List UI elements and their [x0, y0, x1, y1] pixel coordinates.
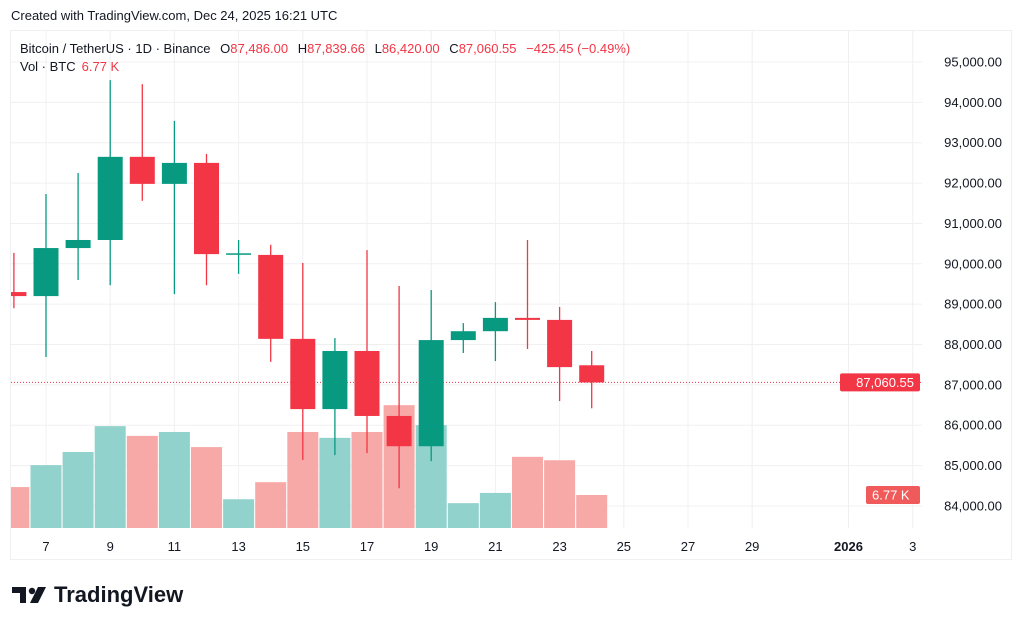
time-tick-label: 17 — [360, 539, 374, 554]
open-value: 87,486.00 — [230, 41, 289, 56]
volume-bars — [11, 405, 608, 528]
time-tick-label: 27 — [681, 539, 695, 554]
candle-body — [129, 156, 155, 184]
volume-bar — [544, 460, 576, 528]
high-value: 87,839.66 — [307, 41, 365, 56]
price-tick-label: 93,000.00 — [944, 135, 1002, 150]
volume-row: Vol · BTC 6.77 K — [20, 58, 630, 76]
time-tick-label: 23 — [552, 539, 566, 554]
time-tick-label: 29 — [745, 539, 759, 554]
volume-value: 6.77 K — [81, 59, 120, 74]
time-tick-label: 9 — [107, 539, 114, 554]
candle-body — [65, 239, 91, 249]
price-tick-label: 89,000.00 — [944, 297, 1002, 312]
time-tick-label: 7 — [42, 539, 49, 554]
volume-label: Vol · BTC — [20, 59, 76, 74]
time-tick-label: 13 — [231, 539, 245, 554]
volume-bar — [576, 495, 608, 528]
candle-body — [386, 415, 412, 447]
volume-bar — [158, 431, 190, 528]
volume-bar — [479, 492, 511, 528]
symbol-info: Bitcoin / TetherUS · 1D · Binance — [20, 41, 211, 56]
time-tick-label: 19 — [424, 539, 438, 554]
volume-bar — [447, 503, 479, 528]
time-tick-label: 25 — [617, 539, 631, 554]
logo-text: TradingView — [54, 582, 184, 607]
volume-bar — [223, 499, 255, 528]
price-tick-label: 87,000.00 — [944, 377, 1002, 392]
candle-body — [450, 331, 476, 341]
candle-body — [194, 162, 219, 255]
time-axis: 7 9 11 13 15 17 19 21 23 25 27 29 2026 3 — [42, 539, 916, 554]
last-volume-badge — [866, 486, 920, 504]
candle-body — [97, 156, 123, 240]
last-price-label: 87,060.55 — [856, 375, 914, 390]
volume-bar — [191, 447, 222, 528]
candle-body — [290, 338, 316, 410]
volume-bar — [62, 451, 94, 528]
low-value: 86,420.00 — [381, 41, 440, 56]
candle-body — [161, 162, 187, 184]
chart-legend: Bitcoin / TetherUS · 1D · Binance O87,48… — [20, 40, 630, 76]
price-tick-label: 94,000.00 — [944, 95, 1002, 110]
price-tick-label: 88,000.00 — [944, 337, 1002, 352]
price-tick-label: 91,000.00 — [944, 216, 1002, 231]
candle-body — [322, 350, 348, 410]
candle-body — [226, 253, 252, 255]
volume-bar — [255, 482, 287, 528]
close-label: C — [449, 41, 459, 56]
time-tick-label: 2026 — [834, 539, 863, 554]
candle-body — [418, 340, 444, 447]
candle-body — [354, 350, 380, 416]
price-tick-label: 95,000.00 — [944, 55, 1002, 70]
volume-bar — [512, 456, 543, 528]
volume-bar — [11, 487, 30, 528]
volume-bar — [126, 435, 158, 528]
high-label: H — [297, 41, 308, 56]
open-label: O — [220, 41, 231, 56]
change-value: −425.45 (−0.49%) — [526, 41, 631, 56]
low-label: L — [374, 41, 382, 56]
candle-body — [547, 319, 573, 368]
candle-body — [33, 248, 59, 297]
time-tick-label: 21 — [488, 539, 502, 554]
price-tick-label: 86,000.00 — [944, 418, 1002, 433]
last-price-badge — [840, 373, 920, 392]
time-tick-label: 3 — [909, 539, 916, 554]
tradingview-logo[interactable]: TradingView — [12, 582, 183, 608]
price-tick-label: 90,000.00 — [944, 256, 1002, 271]
price-axis: 95,000.00 94,000.00 93,000.00 92,000.00 91,0… — [840, 55, 1002, 513]
candle-body — [11, 292, 27, 297]
close-value: 87,060.55 — [458, 41, 517, 56]
candle-body — [579, 365, 605, 383]
created-with-credit: Created with TradingView.com, Dec 24, 20… — [11, 8, 338, 23]
candle-body — [515, 317, 540, 320]
price-tick-label: 85,000.00 — [944, 458, 1002, 473]
candles — [11, 80, 605, 489]
tradingview-logo-icon — [12, 587, 46, 603]
chart-panel[interactable] — [10, 30, 1012, 560]
volume-bar — [30, 465, 62, 528]
time-tick-label: 15 — [296, 539, 310, 554]
candle-body — [482, 317, 508, 332]
candle-body — [258, 254, 284, 339]
time-tick-label: 11 — [168, 539, 182, 554]
last-volume-label: 6.77 K — [872, 488, 910, 503]
volume-bar — [94, 426, 126, 528]
price-tick-label: 84,000.00 — [944, 498, 1002, 513]
price-tick-label: 92,000.00 — [944, 176, 1002, 191]
ohlc-row: Bitcoin / TetherUS · 1D · Binance O87,48… — [20, 40, 630, 58]
